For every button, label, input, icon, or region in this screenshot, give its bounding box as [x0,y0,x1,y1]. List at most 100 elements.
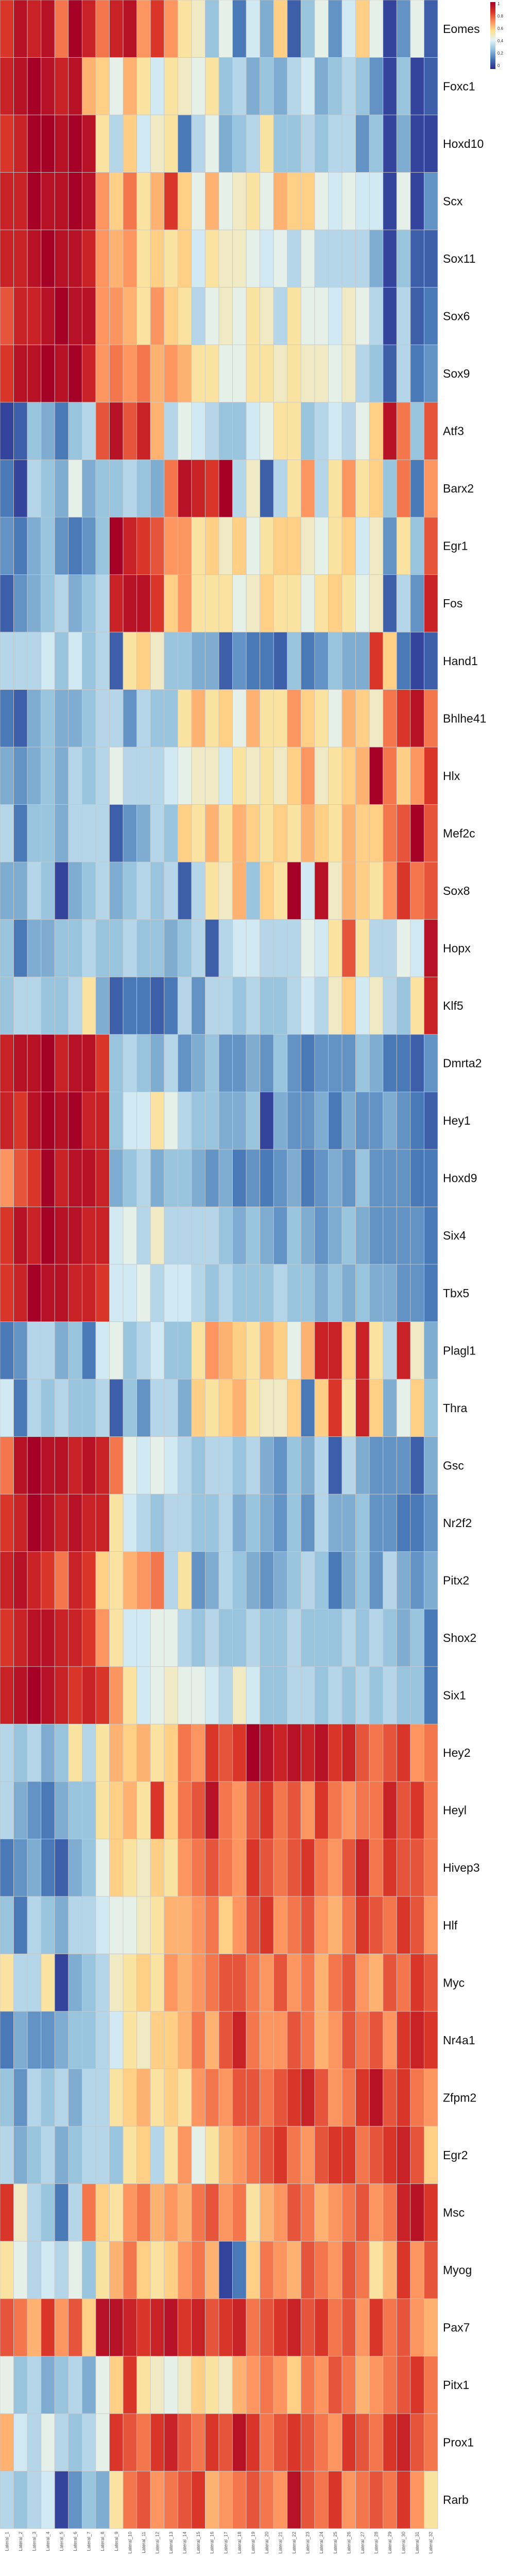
heatmap-cell [341,57,356,115]
column-label: Lateral_26 [346,2532,351,2554]
heatmap-cell [0,229,14,288]
heatmap-cell [27,517,42,575]
heatmap-cell [369,976,384,1035]
heatmap-cell [164,2241,178,2299]
heatmap-cell [123,459,138,518]
heatmap-cell [328,1954,342,2012]
heatmap-cell [218,804,233,862]
heatmap-cell [109,1207,124,1265]
heatmap-cell [54,2069,69,2127]
column-label: Lateral_8 [100,2532,105,2551]
heatmap-cell [300,2355,315,2414]
heatmap-cell [383,2126,397,2184]
heatmap-cell [314,1494,329,1552]
heatmap-cell [95,1723,110,1782]
heatmap-cell [314,2183,329,2242]
heatmap-cell [287,57,301,115]
heatmap-cell [95,459,110,518]
heatmap-cell [27,1034,42,1092]
heatmap-cell [41,1321,55,1380]
heatmap-cell [95,1436,110,1495]
heatmap-cell [314,172,329,230]
heatmap-cell [68,287,82,345]
heatmap-cell [81,2241,96,2299]
heatmap-cell [260,1379,274,1437]
heatmap-cell [164,919,178,977]
heatmap-cell [273,2126,288,2184]
heatmap-cell [314,57,329,115]
heatmap-cell [273,172,288,230]
heatmap-cell [260,1091,274,1150]
heatmap-cell [150,632,165,690]
heatmap-cell [0,2413,14,2471]
heatmap-cell [68,2298,82,2357]
heatmap-cell [246,574,261,633]
heatmap-cell [396,804,411,862]
heatmap-cell [369,1207,384,1265]
heatmap-cell [328,459,342,518]
heatmap-cell [314,0,329,58]
heatmap-cell [232,459,247,518]
heatmap-cell [246,861,261,920]
heatmap-cell [205,1264,219,1322]
heatmap-cell [0,1608,14,1667]
heatmap-cell [300,1839,315,1897]
heatmap-cell [164,1379,178,1437]
heatmap-cell [260,57,274,115]
heatmap-cell [41,689,55,748]
heatmap-cell [54,57,69,115]
row-label: Hoxd9 [443,1172,477,1185]
heatmap-cell [136,2413,151,2471]
heatmap-cell [109,172,124,230]
heatmap-cell [410,114,424,173]
heatmap-cell [314,1666,329,1724]
heatmap-cell [41,1034,55,1092]
heatmap-cell [27,919,42,977]
heatmap-cell [95,1264,110,1322]
heatmap-cell [246,1494,261,1552]
heatmap-cell [81,689,96,748]
heatmap-cell [218,2241,233,2299]
heatmap-cell [260,2069,274,2127]
heatmap-cell [95,574,110,633]
heatmap-cell [150,1264,165,1322]
heatmap-cell [68,1666,82,1724]
heatmap-cell [205,1436,219,1495]
heatmap-cell [95,1551,110,1609]
heatmap-cell [123,344,138,403]
heatmap-cell [232,804,247,862]
heatmap-cell [13,804,28,862]
heatmap-cell [81,1034,96,1092]
heatmap-cell [205,517,219,575]
heatmap-cell [41,1379,55,1437]
heatmap-cell [95,1608,110,1667]
heatmap-cell [177,2126,192,2184]
heatmap-cell [41,459,55,518]
heatmap-cell [341,2298,356,2357]
heatmap-cell [0,804,14,862]
heatmap-cell [0,919,14,977]
heatmap-cell [355,2355,370,2414]
heatmap-cell [109,1494,124,1552]
heatmap-cell [136,1608,151,1667]
heatmap-cell [273,976,288,1035]
heatmap-cell [300,1091,315,1150]
heatmap-cell [355,1091,370,1150]
heatmap-cell [355,459,370,518]
heatmap-cell [355,1666,370,1724]
heatmap-cell [54,229,69,288]
heatmap-cell [27,1551,42,1609]
heatmap-cell [273,632,288,690]
heatmap-cell [218,517,233,575]
heatmap-cell [123,1034,138,1092]
heatmap-cell [0,1321,14,1380]
heatmap-cell [273,402,288,460]
heatmap-cell [95,1379,110,1437]
heatmap-cell [396,1666,411,1724]
heatmap-cell [41,1436,55,1495]
heatmap-cell [424,1321,438,1380]
heatmap-cell [109,1379,124,1437]
row-label: Mef2c [443,826,475,840]
heatmap-cell [260,517,274,575]
heatmap-cell [341,1436,356,1495]
